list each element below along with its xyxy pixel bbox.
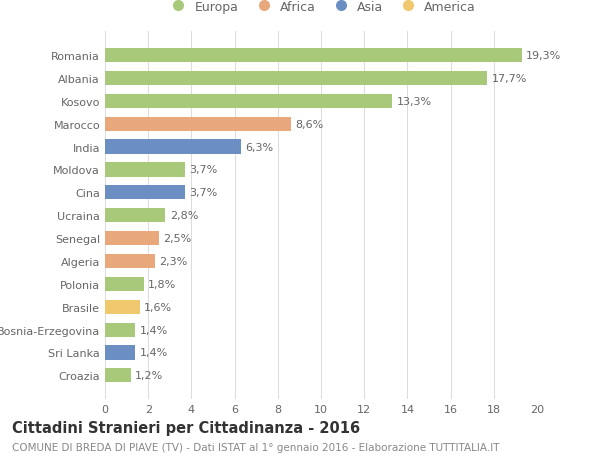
Bar [105,140,241,154]
Text: COMUNE DI BREDA DI PIAVE (TV) - Dati ISTAT al 1° gennaio 2016 - Elaborazione TUT: COMUNE DI BREDA DI PIAVE (TV) - Dati IST… [12,442,499,452]
Text: 1,6%: 1,6% [144,302,172,312]
Text: 13,3%: 13,3% [397,96,432,106]
Text: Cittadini Stranieri per Cittadinanza - 2016: Cittadini Stranieri per Cittadinanza - 2… [12,420,360,435]
Bar [105,254,155,269]
Bar [105,277,144,291]
Text: 1,8%: 1,8% [148,279,176,289]
Bar [105,209,166,223]
Text: 2,3%: 2,3% [159,257,187,266]
Text: 2,8%: 2,8% [170,211,198,221]
Text: 1,4%: 1,4% [140,348,168,358]
Bar [105,95,392,109]
Bar [105,346,135,360]
Text: 1,4%: 1,4% [140,325,168,335]
Text: 3,7%: 3,7% [189,165,217,175]
Bar [105,163,185,177]
Text: 1,2%: 1,2% [135,370,163,381]
Bar [105,49,522,63]
Bar [105,186,185,200]
Bar [105,369,131,383]
Text: 19,3%: 19,3% [526,51,562,61]
Bar [105,323,135,337]
Bar [105,231,159,246]
Bar [105,118,291,131]
Text: 17,7%: 17,7% [491,74,527,84]
Bar [105,300,140,314]
Text: 2,5%: 2,5% [163,234,191,244]
Bar [105,72,487,86]
Text: 8,6%: 8,6% [295,119,323,129]
Text: 6,3%: 6,3% [245,142,274,152]
Text: 3,7%: 3,7% [189,188,217,198]
Legend: Europa, Africa, Asia, America: Europa, Africa, Asia, America [161,0,481,18]
